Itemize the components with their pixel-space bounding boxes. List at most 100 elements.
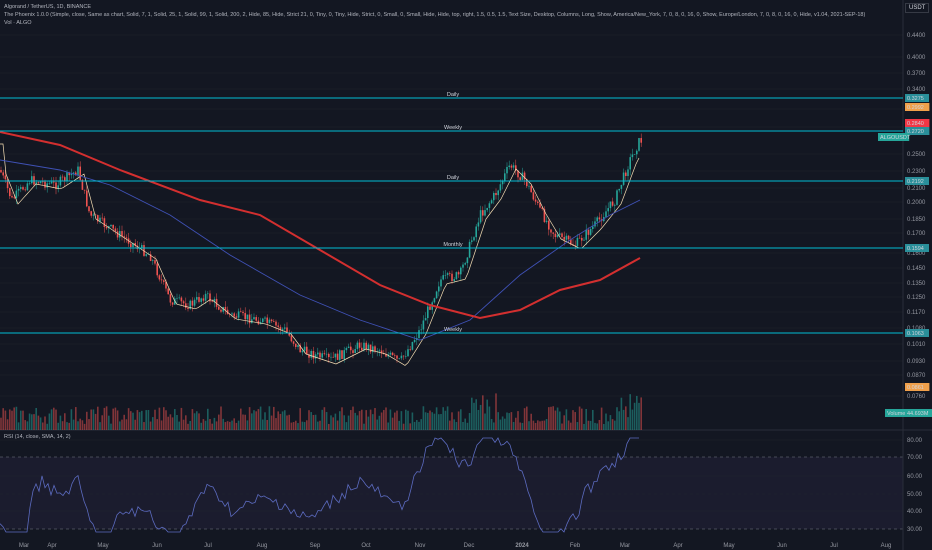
volume-bar [226, 421, 229, 430]
candle-body [240, 311, 242, 313]
currency-button[interactable]: USDT [905, 3, 930, 13]
candle-body [17, 188, 20, 191]
volume-bar [237, 420, 240, 430]
candle-body [105, 226, 108, 229]
candle-body [526, 179, 528, 187]
candle-body [88, 206, 90, 212]
symbol-title[interactable]: Algorand / TetherUS, 1D, BINANCE [4, 4, 92, 10]
volume-bar [193, 413, 196, 430]
candle-body [180, 297, 183, 302]
volume-bar [66, 422, 68, 430]
candle-body [125, 237, 128, 239]
candle-body [609, 201, 612, 209]
volume-bar [268, 406, 271, 430]
volume-bar [510, 412, 513, 430]
volume-bar [609, 415, 612, 430]
volume-bar [229, 421, 231, 430]
candle-body [640, 138, 642, 143]
candle-body [83, 189, 86, 191]
candle-body [99, 217, 101, 222]
volume-bar [160, 420, 163, 430]
volume-bar [462, 422, 464, 430]
candle-body [101, 217, 103, 219]
candle-body [200, 298, 202, 302]
volume-bar [427, 412, 429, 430]
candle-body [2, 172, 4, 176]
volume-bar [209, 418, 211, 430]
candle-body [167, 288, 169, 295]
volume-bar [598, 419, 601, 430]
time-tick-label: 2024 [515, 543, 529, 549]
candle-body [215, 298, 218, 307]
candle-body [189, 300, 191, 309]
volume-bar [563, 415, 565, 430]
volume-bar [70, 409, 73, 430]
candle-body [33, 176, 35, 185]
volume-bar [158, 407, 161, 430]
price-tick-label: 0.2000 [907, 200, 926, 206]
candle-body [629, 157, 631, 170]
volume-bar [176, 414, 178, 430]
candle-body [561, 233, 563, 238]
volume-bar [534, 422, 537, 430]
volume-bar [521, 422, 524, 430]
volume-bar [396, 410, 398, 430]
candle-body [130, 243, 132, 248]
level-price-tag [905, 244, 929, 252]
candle-body [182, 301, 185, 304]
candle-body [361, 347, 363, 351]
candle-body [156, 263, 158, 276]
volume-bar [222, 418, 224, 430]
indicator-label[interactable]: The Phoenix 1.0.0 (Simple, close, Same a… [4, 12, 866, 18]
rsi-legend[interactable]: RSI (14, close, SMA, 14, 2) [4, 434, 71, 440]
candle-body [449, 273, 451, 274]
candle-body [548, 220, 550, 230]
candle-body [488, 203, 491, 208]
time-tick-label: Aug [881, 543, 892, 549]
volume-bar [325, 412, 328, 430]
candle-body [618, 188, 620, 191]
volume-bar [541, 420, 543, 430]
volume-bar [341, 407, 343, 430]
level-label: Monthly [443, 242, 463, 248]
candle-body [290, 335, 293, 342]
candle-body [330, 356, 332, 358]
candle-body [86, 190, 88, 207]
candle-body [554, 233, 557, 237]
volume-bar [457, 411, 460, 430]
candle-body [543, 208, 546, 222]
candle-body [512, 165, 515, 168]
volume-bar [343, 415, 345, 430]
time-tick-label: Nov [415, 543, 426, 549]
candle-body [187, 307, 189, 309]
candle-body [292, 341, 295, 344]
level-label: Daily [447, 175, 459, 181]
candle-body [44, 181, 46, 188]
candle-body [405, 356, 407, 357]
volume-label[interactable]: Vol · ALGO [4, 20, 32, 26]
candle-body [39, 181, 42, 184]
candle-body [169, 294, 172, 303]
volume-bar [587, 420, 590, 430]
volume-bar [537, 420, 539, 430]
candle-body [15, 190, 18, 199]
candle-body [24, 189, 26, 191]
volume-bar [550, 406, 552, 430]
candle-body [343, 350, 345, 359]
candle-body [460, 267, 462, 275]
volume-bar [433, 413, 436, 430]
volume-bar [37, 415, 40, 430]
volume-bar [402, 423, 405, 430]
volume-bar [248, 407, 251, 430]
volume-bar [405, 409, 407, 430]
volume-bar [378, 415, 381, 430]
candle-body [508, 165, 510, 167]
volume-bar [116, 410, 119, 430]
candle-body [442, 275, 444, 280]
rsi-tick-label: 80.00 [907, 438, 923, 444]
candle-body [314, 354, 317, 359]
volume-bar [149, 421, 152, 430]
candle-body [413, 340, 416, 342]
